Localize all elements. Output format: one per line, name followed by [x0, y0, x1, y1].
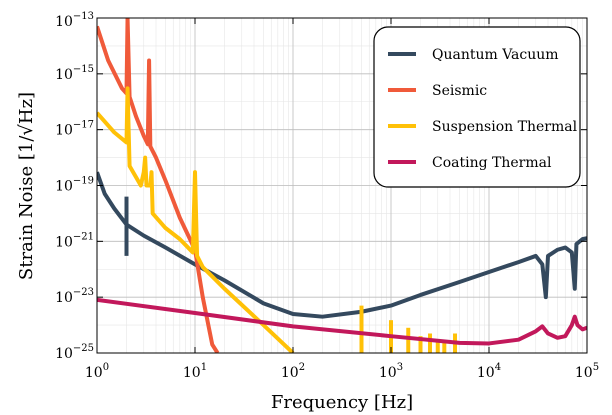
- legend: Quantum Vacuum Seismic Suspension Thermal C…: [373, 26, 581, 188]
- y-tick-label: 10−13: [55, 11, 94, 30]
- series-suspension-thermal-line: [97, 86, 295, 353]
- x-tick-labels: 100 101 102 103 104 105: [85, 362, 599, 381]
- legend-box: [373, 26, 581, 188]
- legend-label-quantum-vacuum: Quantum Vacuum: [432, 47, 559, 63]
- x-tick-label: 104: [477, 362, 501, 381]
- x-tick-label: 100: [85, 362, 109, 381]
- legend-label-seismic: Seismic: [432, 83, 487, 99]
- y-tick-label: 10−21: [55, 231, 94, 250]
- x-tick-label: 102: [281, 362, 305, 381]
- legend-items: Quantum Vacuum Seismic Suspension Thermal C…: [388, 47, 578, 171]
- x-axis-title: Frequency [Hz]: [271, 392, 413, 413]
- y-tick-label: 10−17: [55, 120, 94, 139]
- x-tick-label: 105: [575, 362, 599, 381]
- y-tick-labels: 10−25 10−23 10−21 10−19 10−17 10−15 10−13: [55, 11, 94, 362]
- series-coating-thermal-line: [97, 297, 587, 346]
- legend-label-suspension-thermal: Suspension Thermal: [432, 119, 578, 135]
- y-tick-label: 10−25: [55, 343, 94, 362]
- x-tick-label: 101: [183, 362, 207, 381]
- y-tick-label: 10−19: [55, 176, 94, 195]
- series-quantum-vacuum-line: [97, 171, 587, 319]
- axis-ticks: [96, 17, 588, 354]
- y-tick-label: 10−23: [55, 287, 94, 306]
- x-tick-label: 103: [379, 362, 403, 381]
- legend-label-coating-thermal: Coating Thermal: [432, 155, 552, 171]
- y-tick-label: 10−15: [55, 64, 94, 83]
- y-axis-title: Strain Noise [1/√Hz]: [16, 92, 37, 280]
